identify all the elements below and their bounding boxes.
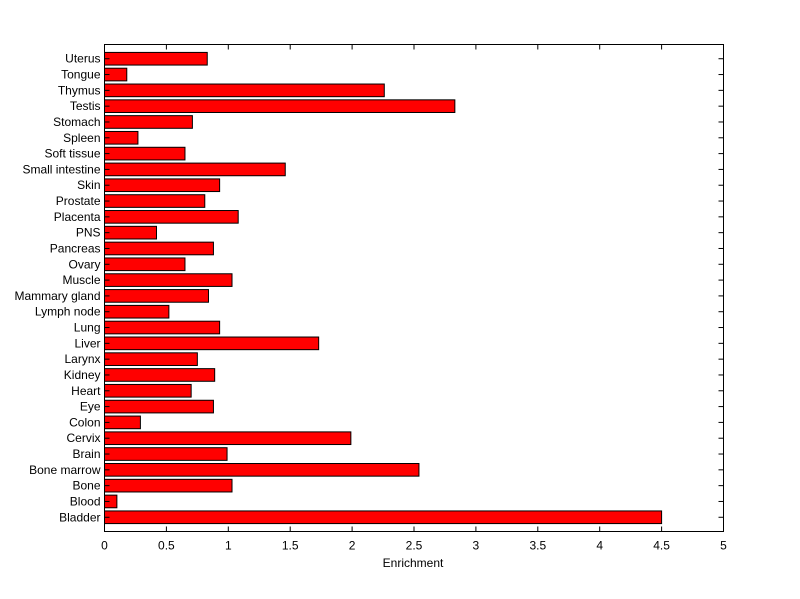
bar-kidney [104,368,216,382]
x-tick-label: 5 [720,539,727,553]
x-tick-label: 0 [101,539,108,553]
y-tick-label: Placenta [54,210,101,224]
y-axis-ticks [104,58,724,518]
bar-soft-tissue [104,146,186,161]
y-tick-label: Ovary [68,257,100,271]
x-axis-tick-labels: 0 0.5 1 1.5 2 2.5 3 3.5 4 4.5 5 [101,539,727,553]
bar-brain [104,447,228,461]
bar-bladder [104,510,663,525]
bar-lymph-node [104,304,170,319]
y-tick-label: Testis [70,99,101,113]
bars-group [104,51,663,525]
bar-testis [104,99,456,113]
y-tick-label: Larynx [64,352,100,366]
x-tick-label: 0.5 [158,539,175,553]
bar-prostate [104,194,206,208]
bar-placenta [104,210,239,224]
y-tick-label: PNS [76,226,101,240]
x-tick-label: 1 [225,539,232,553]
y-tick-label: Lymph node [35,305,101,319]
bar-lung [104,320,221,335]
y-tick-label: Bone [72,479,100,493]
bar-spleen [104,130,139,145]
y-tick-label: Cervix [66,431,100,445]
y-tick-label: Uterus [65,52,100,66]
bar-larynx [104,352,198,366]
bar-small-intestine [104,162,286,177]
bar-eye [104,399,214,414]
x-tick-label: 1.5 [282,539,299,553]
y-tick-label: Colon [69,415,100,429]
bar-cervix [104,431,352,446]
x-tick-label: 2 [349,539,356,553]
y-tick-label: Brain [72,447,100,461]
x-tick-label: 3.5 [529,539,546,553]
bar-ovary [104,257,186,272]
bar-heart [104,383,192,398]
x-tick-label: 2.5 [406,539,423,553]
y-tick-label: Bladder [59,510,100,524]
y-tick-label: Small intestine [22,162,100,176]
bar-muscle [104,273,233,287]
bar-skin [104,178,221,193]
y-tick-label: Soft tissue [44,147,100,161]
y-tick-label: Lung [74,321,101,335]
y-tick-label: Pancreas [50,241,101,255]
y-tick-label: Liver [74,336,100,350]
y-tick-label: Mammary gland [14,289,100,303]
y-tick-label: Skin [77,178,100,192]
bar-stomach [104,115,193,129]
bar-pancreas [104,241,214,256]
x-tick-label: 3 [473,539,480,553]
y-tick-label: Kidney [64,368,101,382]
y-tick-label: Spleen [63,131,100,145]
bar-mammary-gland [104,289,209,303]
bar-bone-marrow [104,463,420,477]
y-tick-label: Bone marrow [29,463,101,477]
y-tick-label: Muscle [62,273,100,287]
bar-uterus [104,51,208,66]
y-tick-label: Eye [80,400,101,414]
bar-liver [104,336,320,351]
y-tick-label: Prostate [56,194,101,208]
y-tick-label: Thymus [58,83,101,97]
bar-bone [104,478,233,493]
bar-thymus [104,83,385,98]
y-tick-label: Tongue [61,68,101,82]
x-tick-label: 4 [596,539,603,553]
x-tick-label: 4.5 [653,539,670,553]
bar-pns [104,225,157,240]
x-axis-ticks [104,44,724,532]
y-tick-label: Stomach [53,115,100,129]
x-axis-title: Enrichment [383,556,444,570]
y-tick-label: Heart [71,384,101,398]
y-tick-label: Blood [70,494,101,508]
bar-colon [104,415,141,430]
